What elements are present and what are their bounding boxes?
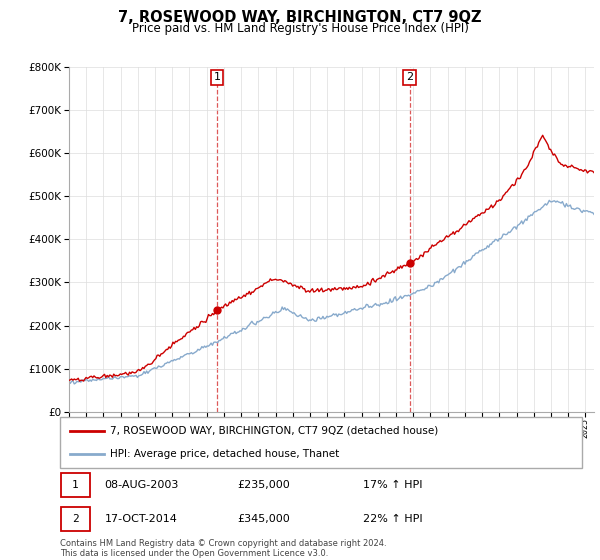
Text: £235,000: £235,000 — [238, 480, 290, 490]
Text: HPI: Average price, detached house, Thanet: HPI: Average price, detached house, Than… — [110, 449, 339, 459]
Text: 7, ROSEWOOD WAY, BIRCHINGTON, CT7 9QZ (detached house): 7, ROSEWOOD WAY, BIRCHINGTON, CT7 9QZ (d… — [110, 426, 438, 436]
Text: 1: 1 — [214, 72, 221, 82]
Point — [405, 259, 415, 268]
Text: 2: 2 — [72, 514, 79, 524]
Text: 1: 1 — [72, 480, 79, 490]
Text: £345,000: £345,000 — [238, 514, 290, 524]
Text: 7, ROSEWOOD WAY, BIRCHINGTON, CT7 9QZ: 7, ROSEWOOD WAY, BIRCHINGTON, CT7 9QZ — [118, 10, 482, 25]
Text: Price paid vs. HM Land Registry's House Price Index (HPI): Price paid vs. HM Land Registry's House … — [131, 22, 469, 35]
Bar — [61, 507, 90, 531]
Bar — [61, 473, 90, 497]
Point — [212, 306, 222, 315]
Text: 08-AUG-2003: 08-AUG-2003 — [104, 480, 179, 490]
Text: 17% ↑ HPI: 17% ↑ HPI — [363, 480, 422, 490]
Text: 2: 2 — [406, 72, 413, 82]
Text: 22% ↑ HPI: 22% ↑ HPI — [363, 514, 422, 524]
Text: Contains HM Land Registry data © Crown copyright and database right 2024.
This d: Contains HM Land Registry data © Crown c… — [60, 539, 386, 558]
Text: 17-OCT-2014: 17-OCT-2014 — [104, 514, 177, 524]
